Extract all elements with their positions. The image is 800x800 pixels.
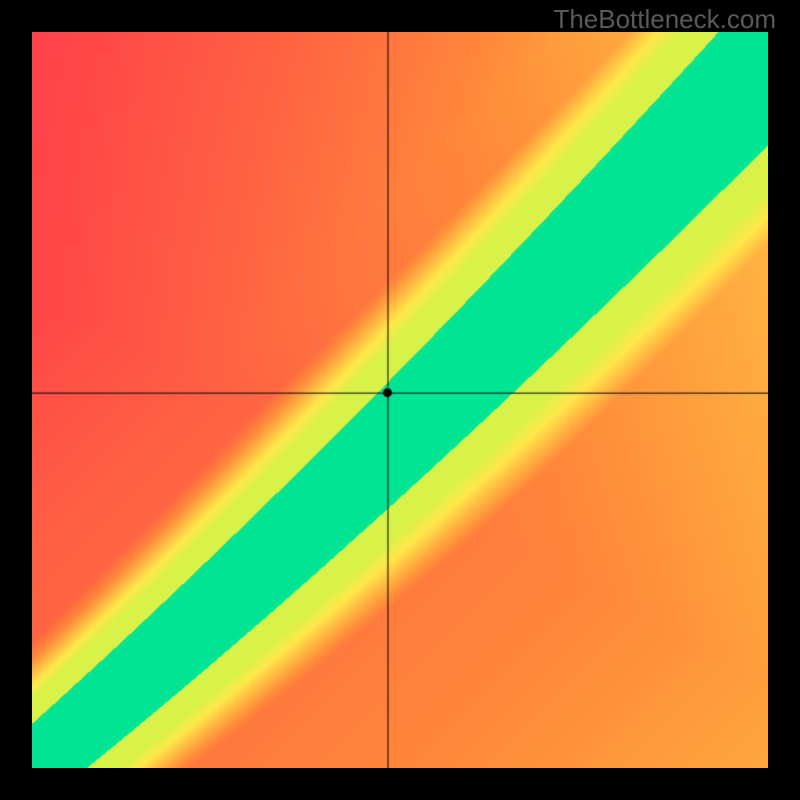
- watermark-text: TheBottleneck.com: [553, 4, 776, 35]
- bottleneck-heatmap: [32, 32, 768, 768]
- chart-container: TheBottleneck.com: [0, 0, 800, 800]
